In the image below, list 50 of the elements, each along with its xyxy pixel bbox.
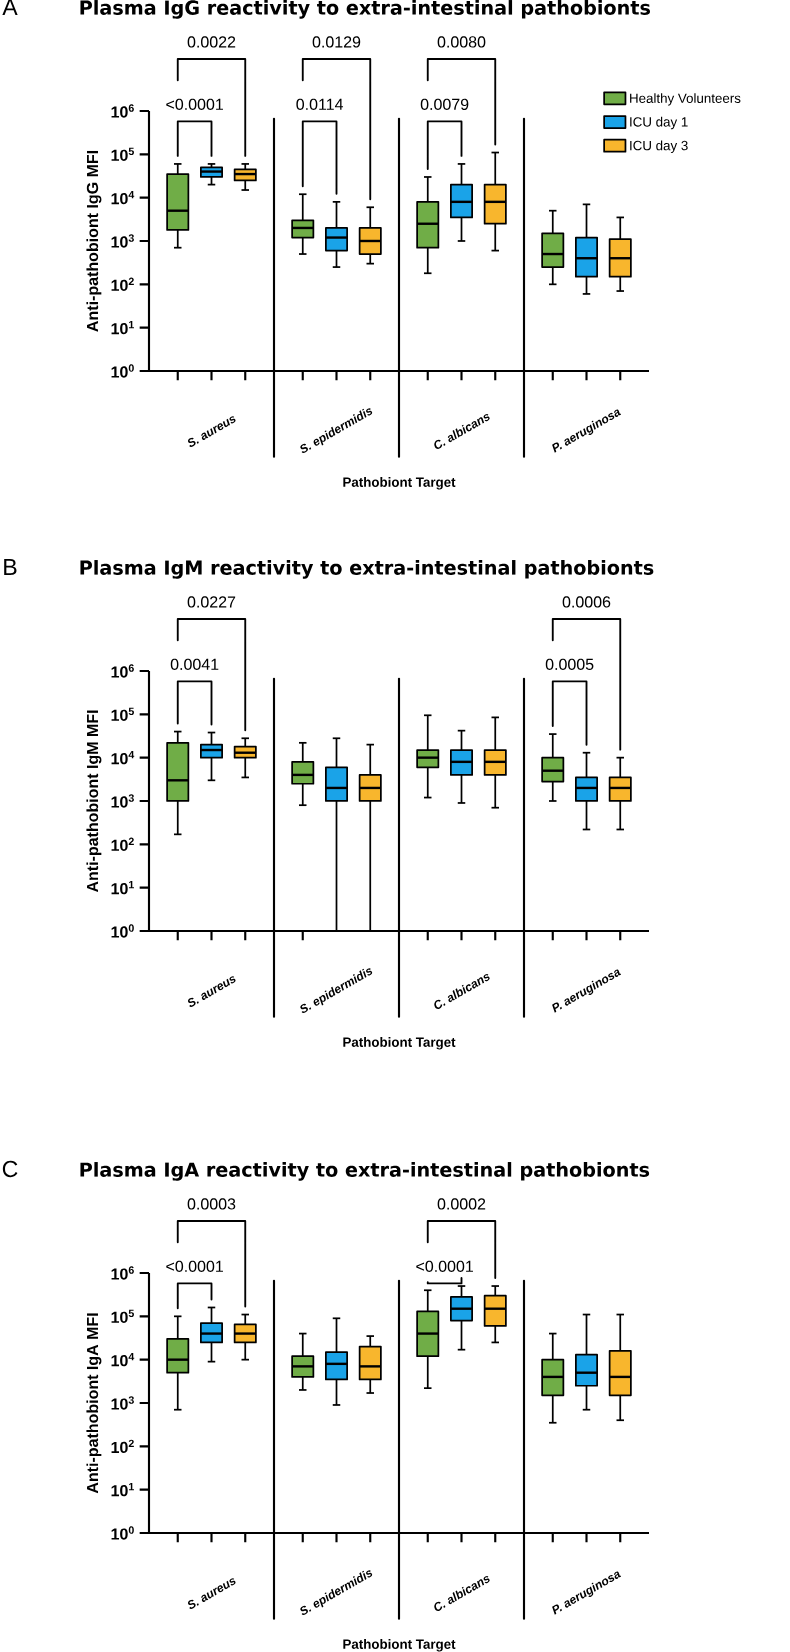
text: 0.0079 [420, 98, 469, 110]
text: 0.0002 [437, 1198, 486, 1210]
text: <0.0001 [166, 1260, 223, 1272]
y-tick-label: 10$^{6}$ [111, 664, 134, 678]
y-axis-title: Anti-pathobiont IgA MFI [86, 1313, 102, 1494]
y-tick-label: 10$^{0}$ [111, 364, 134, 378]
y-tick-label: 10$^{4}$ [111, 1353, 135, 1367]
y-tick-label: 10$^{1}$ [111, 1483, 134, 1497]
legend-label: ICU day 3 [630, 140, 688, 153]
text: 0.0006 [562, 596, 611, 608]
y-tick-label: 10$^{6}$ [111, 1266, 134, 1280]
chart-title: Plasma IgM reactivity to extra-intestinal pathobionts [80, 560, 654, 579]
text: 0.0227 [187, 596, 236, 608]
y-tick-label: 10$^{6}$ [111, 104, 134, 118]
y-tick-label: 10$^{0}$ [111, 924, 134, 938]
y-tick-label: 10$^{1}$ [111, 881, 134, 895]
text: 0.0005 [545, 658, 594, 670]
text: 0.0114 [296, 98, 344, 110]
y-tick-label: 10$^{4}$ [111, 191, 135, 205]
y-tick-label: 10$^{5}$ [111, 707, 134, 721]
text: <0.0001 [166, 98, 223, 110]
x-axis-title: Pathobiont Target [343, 1639, 456, 1652]
y-tick-label: 10$^{3}$ [111, 234, 134, 248]
text: C [2, 1160, 18, 1178]
text: A [2, 0, 18, 15]
chart-title: Plasma IgA reactivity to extra-intestinal pathobionts [80, 1162, 650, 1181]
chart-title: Plasma IgG reactivity to extra-intestinal pathobionts [80, 0, 650, 19]
y-tick-label: 10$^{4}$ [111, 751, 135, 765]
y-tick-label: 10$^{3}$ [111, 794, 134, 808]
y-tick-label: 10$^{2}$ [111, 837, 134, 852]
y-axis-title: Anti-pathobiont IgM MFI [86, 710, 102, 893]
text: 0.0129 [312, 36, 361, 48]
text: 0.0003 [187, 1198, 236, 1210]
y-tick-label: 10$^{2}$ [111, 277, 134, 292]
y-tick-label: 10$^{5}$ [111, 147, 134, 161]
x-axis-title: Pathobiont Target [343, 477, 456, 490]
text: 0.0080 [437, 36, 486, 48]
y-axis-title: Anti-pathobiont IgG MFI [86, 150, 102, 332]
y-tick-label: 10$^{5}$ [111, 1309, 134, 1323]
y-tick-label: 10$^{1}$ [111, 321, 134, 335]
text: 0.0022 [187, 36, 236, 48]
y-tick-label: 10$^{2}$ [111, 1439, 134, 1454]
text: <0.0001 [416, 1260, 473, 1272]
legend-label: ICU day 1 [630, 116, 688, 130]
text: 0.0041 [170, 658, 219, 670]
y-tick-label: 10$^{3}$ [111, 1396, 134, 1410]
legend-label: Healthy Volunteers [630, 93, 741, 106]
text: B [4, 559, 17, 575]
y-tick-label: 10$^{0}$ [111, 1526, 134, 1540]
x-axis-title: Pathobiont Target [343, 1037, 456, 1050]
